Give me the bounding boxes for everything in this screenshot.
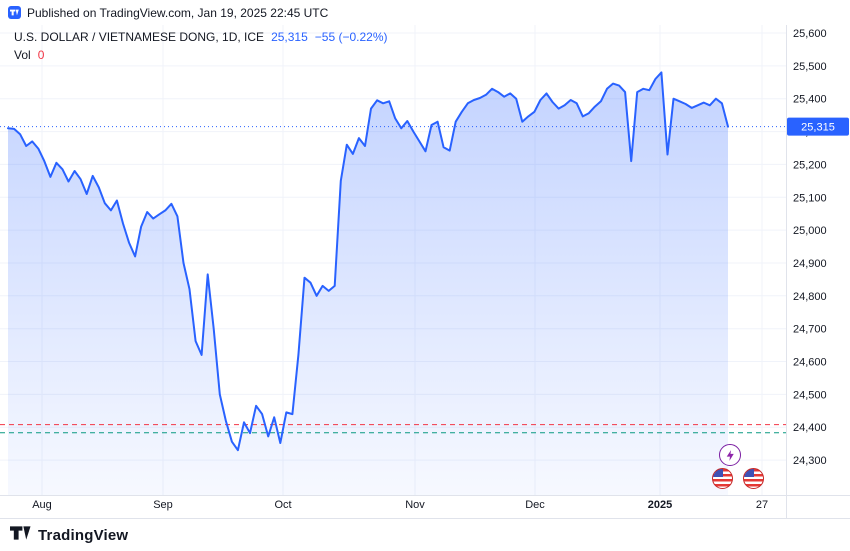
symbol-title[interactable]: U.S. DOLLAR / VIETNAMESE DONG, 1D, ICE [14,30,265,44]
time-axis[interactable]: Aug Sep Oct Nov Dec 2025 27 [32,499,768,511]
svg-text:24,300: 24,300 [793,455,827,467]
svg-text:Sep: Sep [153,499,173,511]
tradingview-logo-icon [8,6,21,19]
volume-label: Vol [14,48,31,62]
svg-text:Dec: Dec [525,499,545,511]
svg-text:25,315: 25,315 [801,122,835,134]
svg-text:25,200: 25,200 [793,159,827,171]
area-fill [8,72,728,496]
flash-icon[interactable] [719,444,741,466]
us-flag-icon[interactable] [712,468,733,489]
svg-text:Nov: Nov [405,499,425,511]
svg-text:Aug: Aug [32,499,52,511]
published-bar: Published on TradingView.com, Jan 19, 20… [0,0,850,25]
price-chart[interactable]: 25,60025,50025,40025,30025,20025,10025,0… [0,25,850,518]
last-price: 25,315 [271,30,308,44]
svg-text:24,500: 24,500 [793,389,827,401]
svg-text:25,100: 25,100 [793,192,827,204]
svg-text:24,600: 24,600 [793,357,827,369]
published-text: Published on TradingView.com, Jan 19, 20… [27,5,329,20]
chart-legend: U.S. DOLLAR / VIETNAMESE DONG, 1D, ICE 2… [14,29,387,63]
brand-name[interactable]: TradingView [38,526,129,544]
svg-text:2025: 2025 [648,499,672,511]
volume-value: 0 [37,48,45,62]
svg-text:24,900: 24,900 [793,258,827,270]
svg-text:24,700: 24,700 [793,324,827,336]
svg-text:Oct: Oct [274,499,291,511]
last-price-badge: 25,315 [787,117,849,136]
price-axis[interactable]: 25,60025,50025,40025,30025,20025,10025,0… [793,28,827,467]
footer-bar: TradingView [0,518,850,551]
axis-separators [0,25,850,518]
tradingview-logo-icon[interactable] [10,525,31,546]
svg-text:25,500: 25,500 [793,61,827,73]
svg-text:25,600: 25,600 [793,28,827,40]
svg-text:27: 27 [756,499,768,511]
svg-text:25,000: 25,000 [793,225,827,237]
series-line[interactable] [7,71,729,452]
svg-text:25,400: 25,400 [793,94,827,106]
svg-text:24,800: 24,800 [793,291,827,303]
us-flag-icon[interactable] [743,468,764,489]
svg-text:24,400: 24,400 [793,422,827,434]
price-change: −55 (−0.22%) [314,30,388,44]
